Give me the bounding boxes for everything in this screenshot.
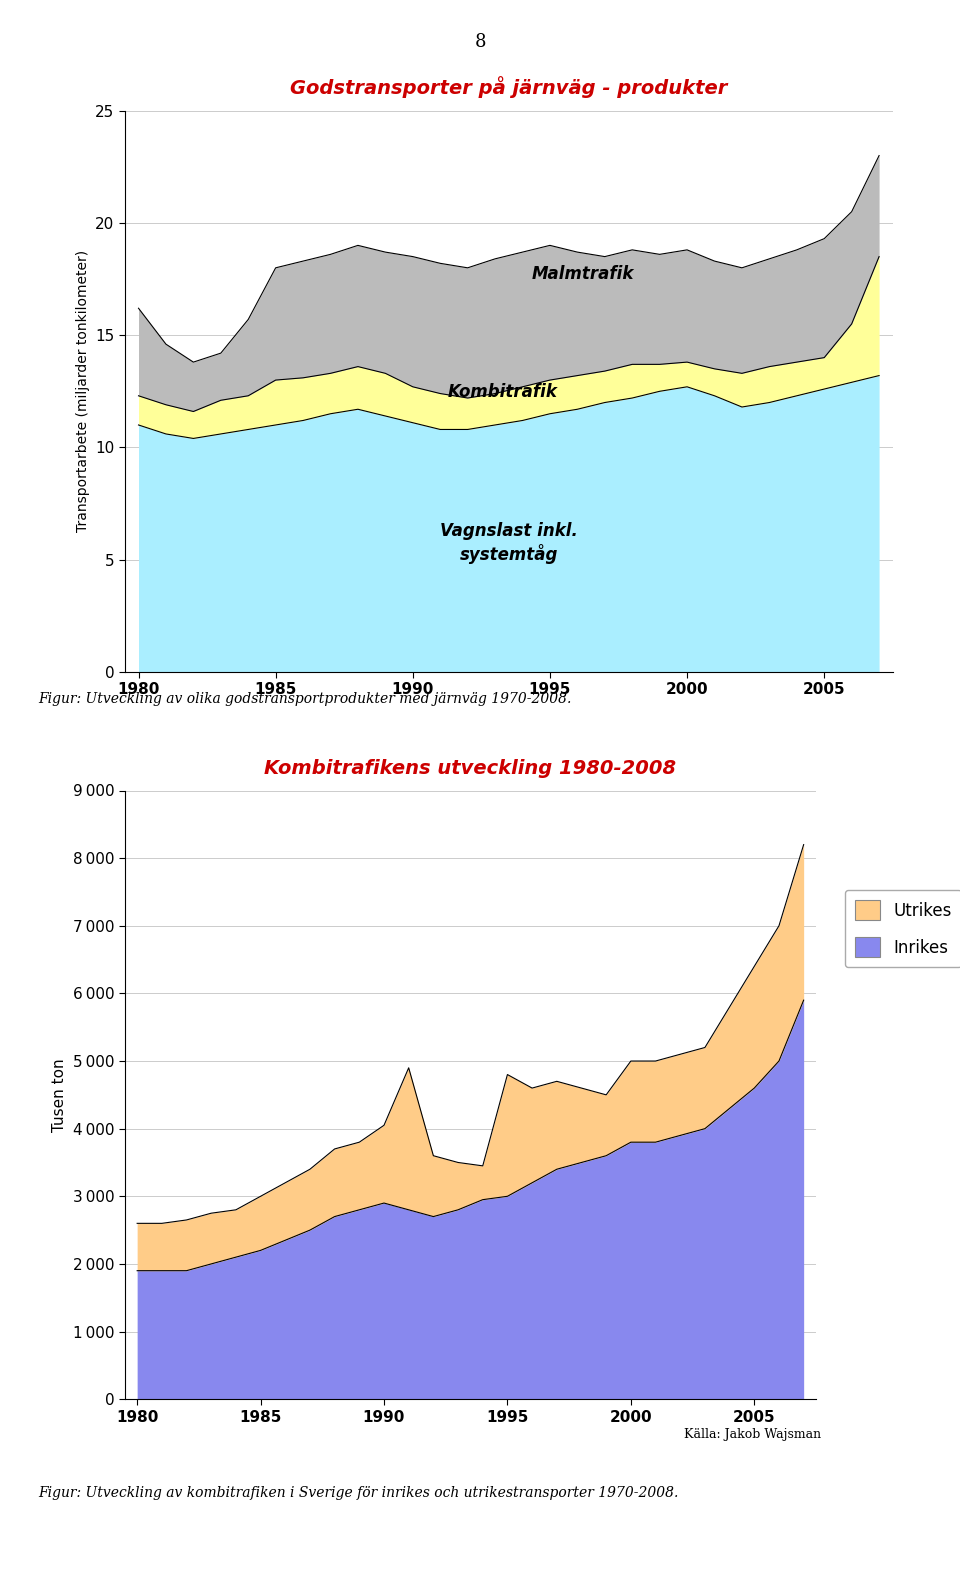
Text: Vagnslast inkl.
systemtåg: Vagnslast inkl. systemtåg (440, 522, 578, 564)
Legend: Utrikes, Inrikes: Utrikes, Inrikes (845, 890, 960, 968)
Y-axis label: Tusen ton: Tusen ton (52, 1058, 67, 1132)
Text: 8: 8 (474, 33, 486, 51)
Text: Figur: Utveckling av kombitrafiken i Sverige för inrikes och utrikestransporter : Figur: Utveckling av kombitrafiken i Sve… (38, 1486, 679, 1500)
Title: Godstransporter på järnväg - produkter: Godstransporter på järnväg - produkter (290, 76, 728, 98)
Text: Källa: Jakob Wajsman: Källa: Jakob Wajsman (684, 1428, 821, 1440)
Text: Kombitrafik: Kombitrafik (447, 383, 557, 402)
Text: Malmtrafik: Malmtrafik (532, 266, 635, 283)
Text: Figur: Utveckling av olika godstransportprodukter med järnväg 1970-2008.: Figur: Utveckling av olika godstransport… (38, 692, 572, 707)
Title: Kombitrafikens utveckling 1980-2008: Kombitrafikens utveckling 1980-2008 (264, 759, 677, 778)
Y-axis label: Transportarbete (miljarder tonkilometer): Transportarbete (miljarder tonkilometer) (76, 250, 89, 533)
